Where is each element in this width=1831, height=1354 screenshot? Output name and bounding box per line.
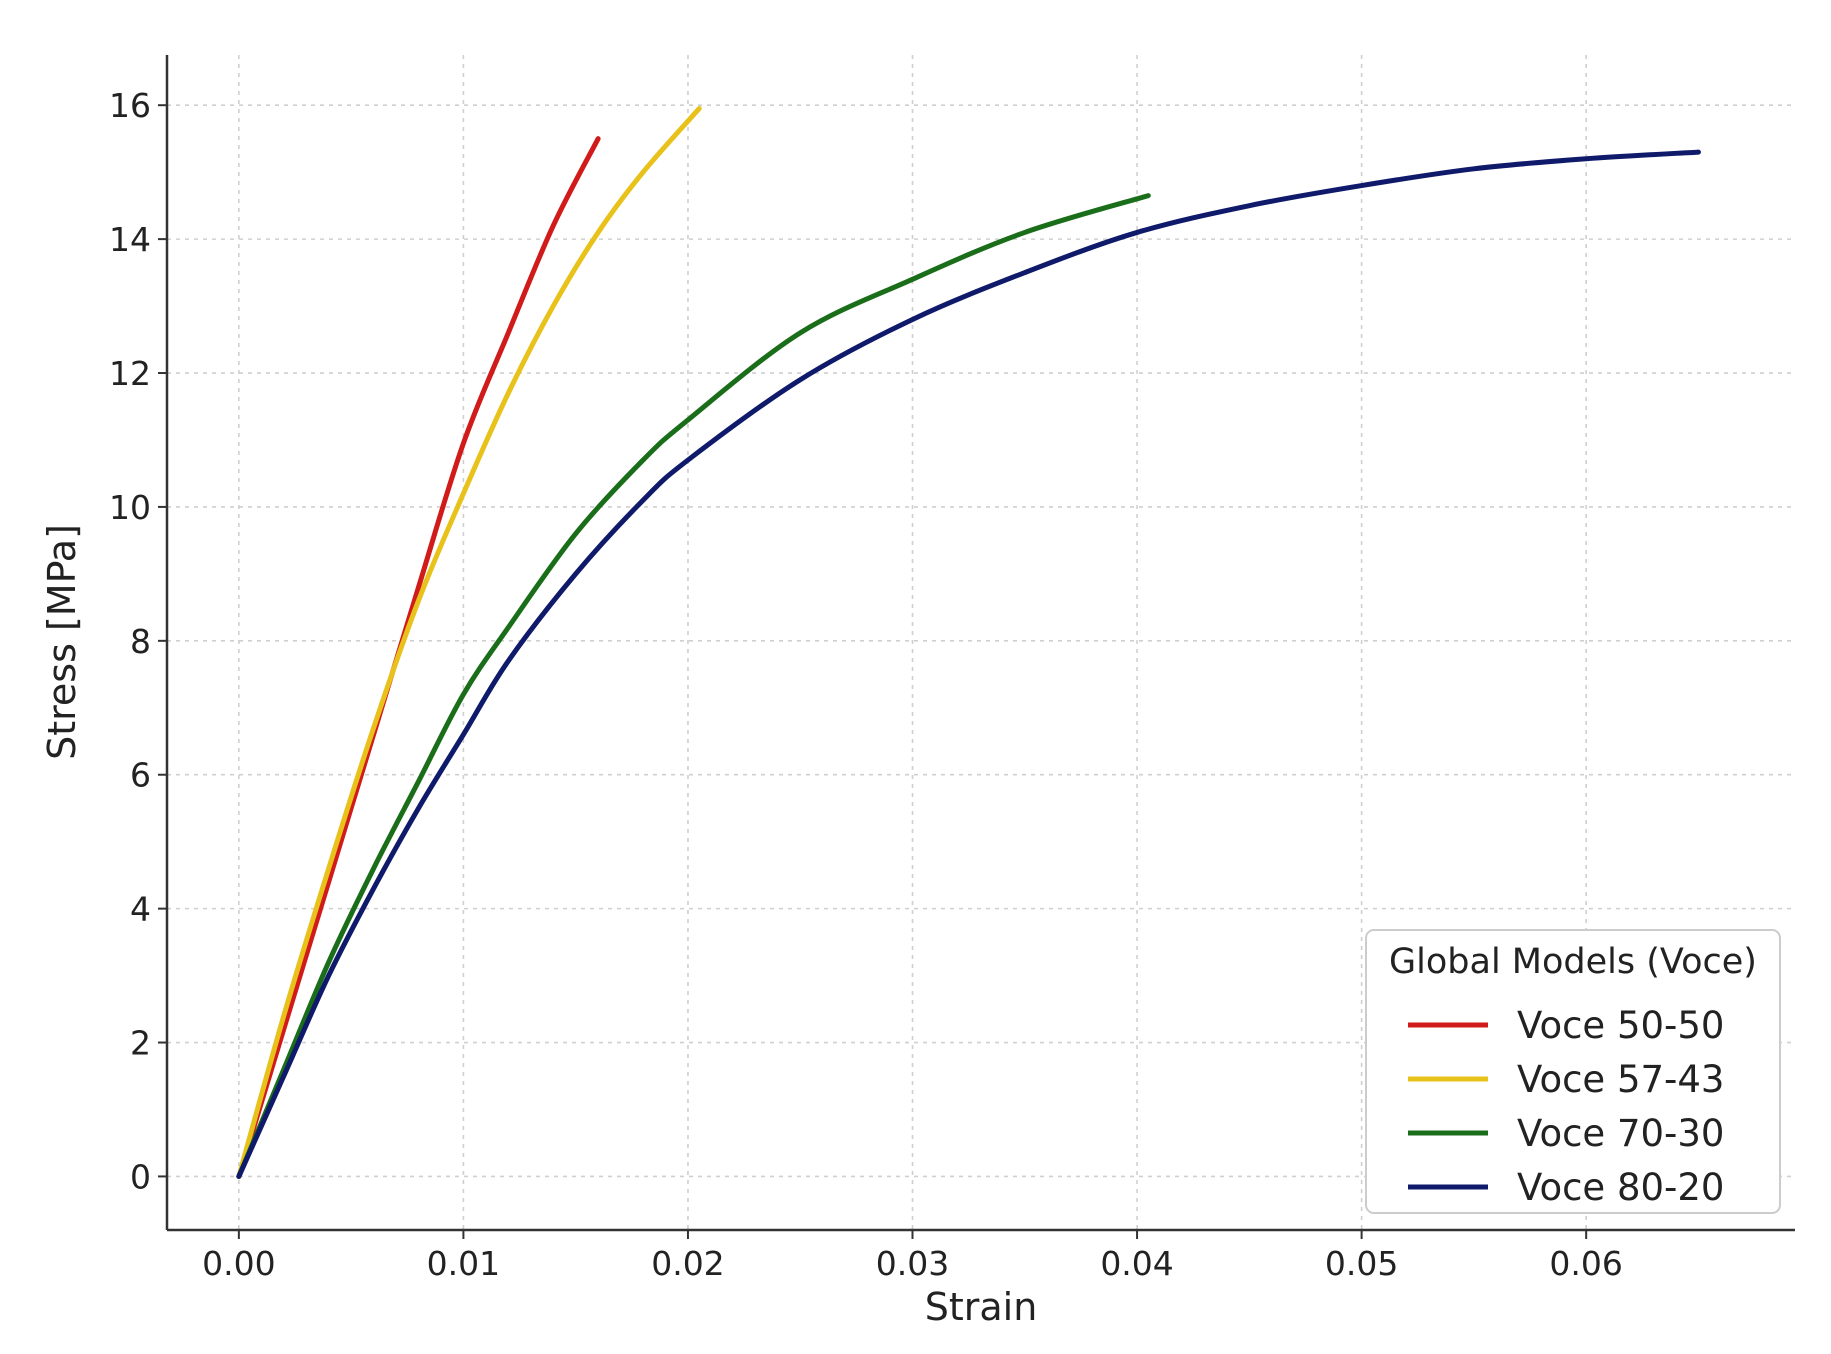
series-line-voce-70-30 bbox=[236, 193, 1151, 1179]
series bbox=[236, 106, 1701, 1179]
y-tick-label: 12 bbox=[109, 354, 151, 393]
y-tick-label: 8 bbox=[130, 622, 151, 661]
legend: Global Models (Voce) Voce 50-50 Voce 57-4… bbox=[1365, 929, 1781, 1214]
legend-label-voce-57-43: Voce 57-43 bbox=[1517, 1058, 1724, 1101]
legend-label-voce-80-20: Voce 80-20 bbox=[1517, 1166, 1724, 1209]
legend-items: Voce 50-50 Voce 57-43 Voce 70-30 Voce 80-20 bbox=[1408, 1004, 1724, 1209]
x-tick-label: 0.03 bbox=[876, 1244, 949, 1283]
y-tick-label: 10 bbox=[109, 488, 151, 527]
legend-label-voce-50-50: Voce 50-50 bbox=[1517, 1004, 1724, 1047]
grid bbox=[167, 55, 1795, 1230]
y-tick-label: 14 bbox=[109, 220, 151, 259]
ticks: 0.00 0.01 0.02 0.03 0.04 0.05 0.06 0 2 4 6 8 10 12 14 1… bbox=[109, 86, 1623, 1283]
x-tick-label: 0.05 bbox=[1325, 1244, 1398, 1283]
legend-label-voce-70-30: Voce 70-30 bbox=[1517, 1112, 1724, 1155]
x-tick-label: 0.00 bbox=[202, 1244, 275, 1283]
x-tick-label: 0.01 bbox=[427, 1244, 500, 1283]
y-tick-label: 0 bbox=[130, 1157, 151, 1196]
axes bbox=[165, 55, 1795, 1232]
y-tick-label: 4 bbox=[130, 890, 151, 929]
legend-title: Global Models (Voce) bbox=[1389, 942, 1757, 982]
series-line-voce-80-20 bbox=[236, 149, 1701, 1179]
series-line-voce-57-43 bbox=[236, 106, 702, 1179]
y-tick-label: 6 bbox=[130, 756, 151, 795]
x-tick-label: 0.04 bbox=[1100, 1244, 1173, 1283]
x-axis-label: Strain bbox=[925, 1285, 1038, 1329]
y-axis-label: Stress [MPa] bbox=[40, 524, 84, 760]
x-tick-label: 0.06 bbox=[1549, 1244, 1622, 1283]
x-tick-label: 0.02 bbox=[651, 1244, 724, 1283]
series-line-voce-50-50 bbox=[236, 136, 601, 1179]
legend-box bbox=[1365, 929, 1781, 1214]
y-tick-label: 2 bbox=[130, 1024, 151, 1063]
y-tick-label: 16 bbox=[109, 86, 151, 125]
